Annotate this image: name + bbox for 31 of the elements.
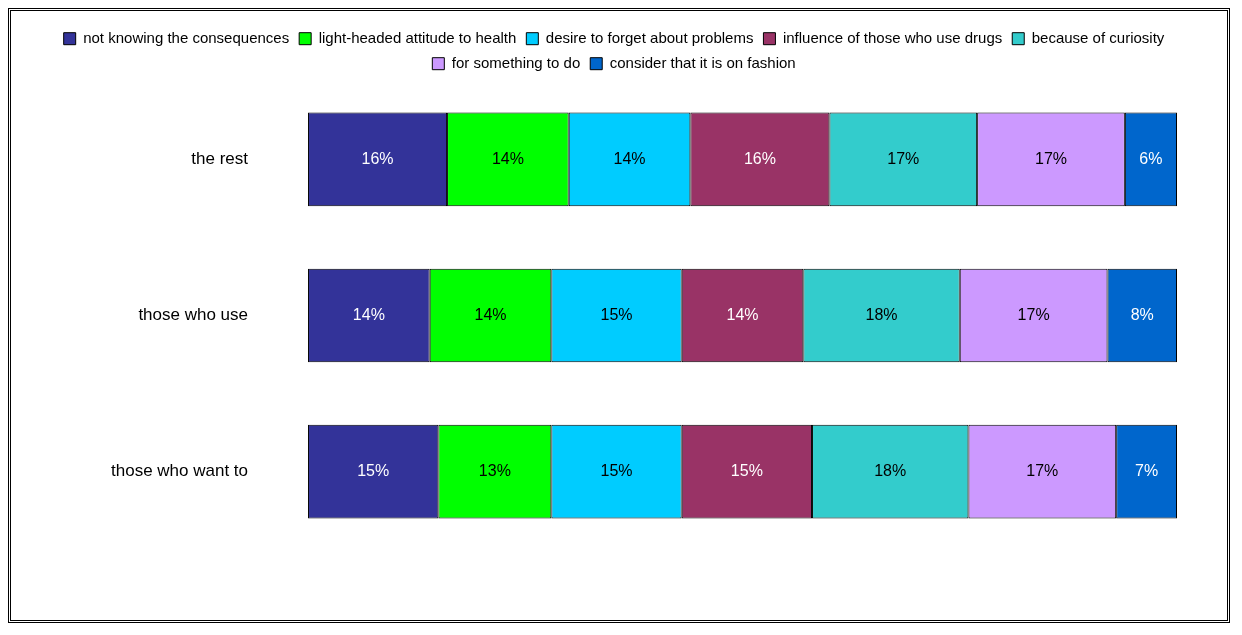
data-label: 17% — [887, 149, 920, 167]
data-label: 18% — [865, 305, 898, 323]
data-label: 14% — [726, 305, 759, 323]
data-label: 16% — [743, 149, 776, 167]
y-tick-label: the rest — [191, 148, 249, 168]
data-label: 16% — [361, 149, 394, 167]
data-label: 17% — [1026, 462, 1059, 480]
data-label: 13% — [478, 462, 511, 480]
y-tick-label: those who use — [138, 305, 249, 325]
data-label: 18% — [874, 462, 907, 480]
data-label: 15% — [600, 305, 633, 323]
data-label: 17% — [1034, 149, 1068, 167]
data-label: 14% — [474, 305, 507, 323]
data-label: 15% — [600, 462, 633, 480]
data-label: 17% — [1017, 305, 1050, 323]
legend-label: desire to forget about problems — [545, 28, 754, 46]
data-label: 7% — [1135, 462, 1159, 480]
data-label: 8% — [1130, 305, 1154, 323]
data-label: 14% — [352, 305, 385, 323]
data-label: 14% — [613, 149, 646, 167]
data-label: 15% — [357, 462, 390, 480]
data-label: 6% — [1139, 149, 1163, 167]
legend-label: not knowing the consequences — [83, 28, 290, 46]
data-label: 15% — [730, 462, 763, 480]
legend-label: because of curiosity — [1031, 28, 1165, 46]
legend-label: for something to do — [451, 53, 581, 71]
y-tick-label: those who want to — [111, 461, 249, 481]
legend-label: light-headed attitude to health — [318, 28, 517, 46]
legend-label: influence of those who use drugs — [782, 28, 1003, 46]
data-label: 14% — [491, 149, 524, 167]
legend-label: consider that it is on fashion — [609, 53, 796, 71]
